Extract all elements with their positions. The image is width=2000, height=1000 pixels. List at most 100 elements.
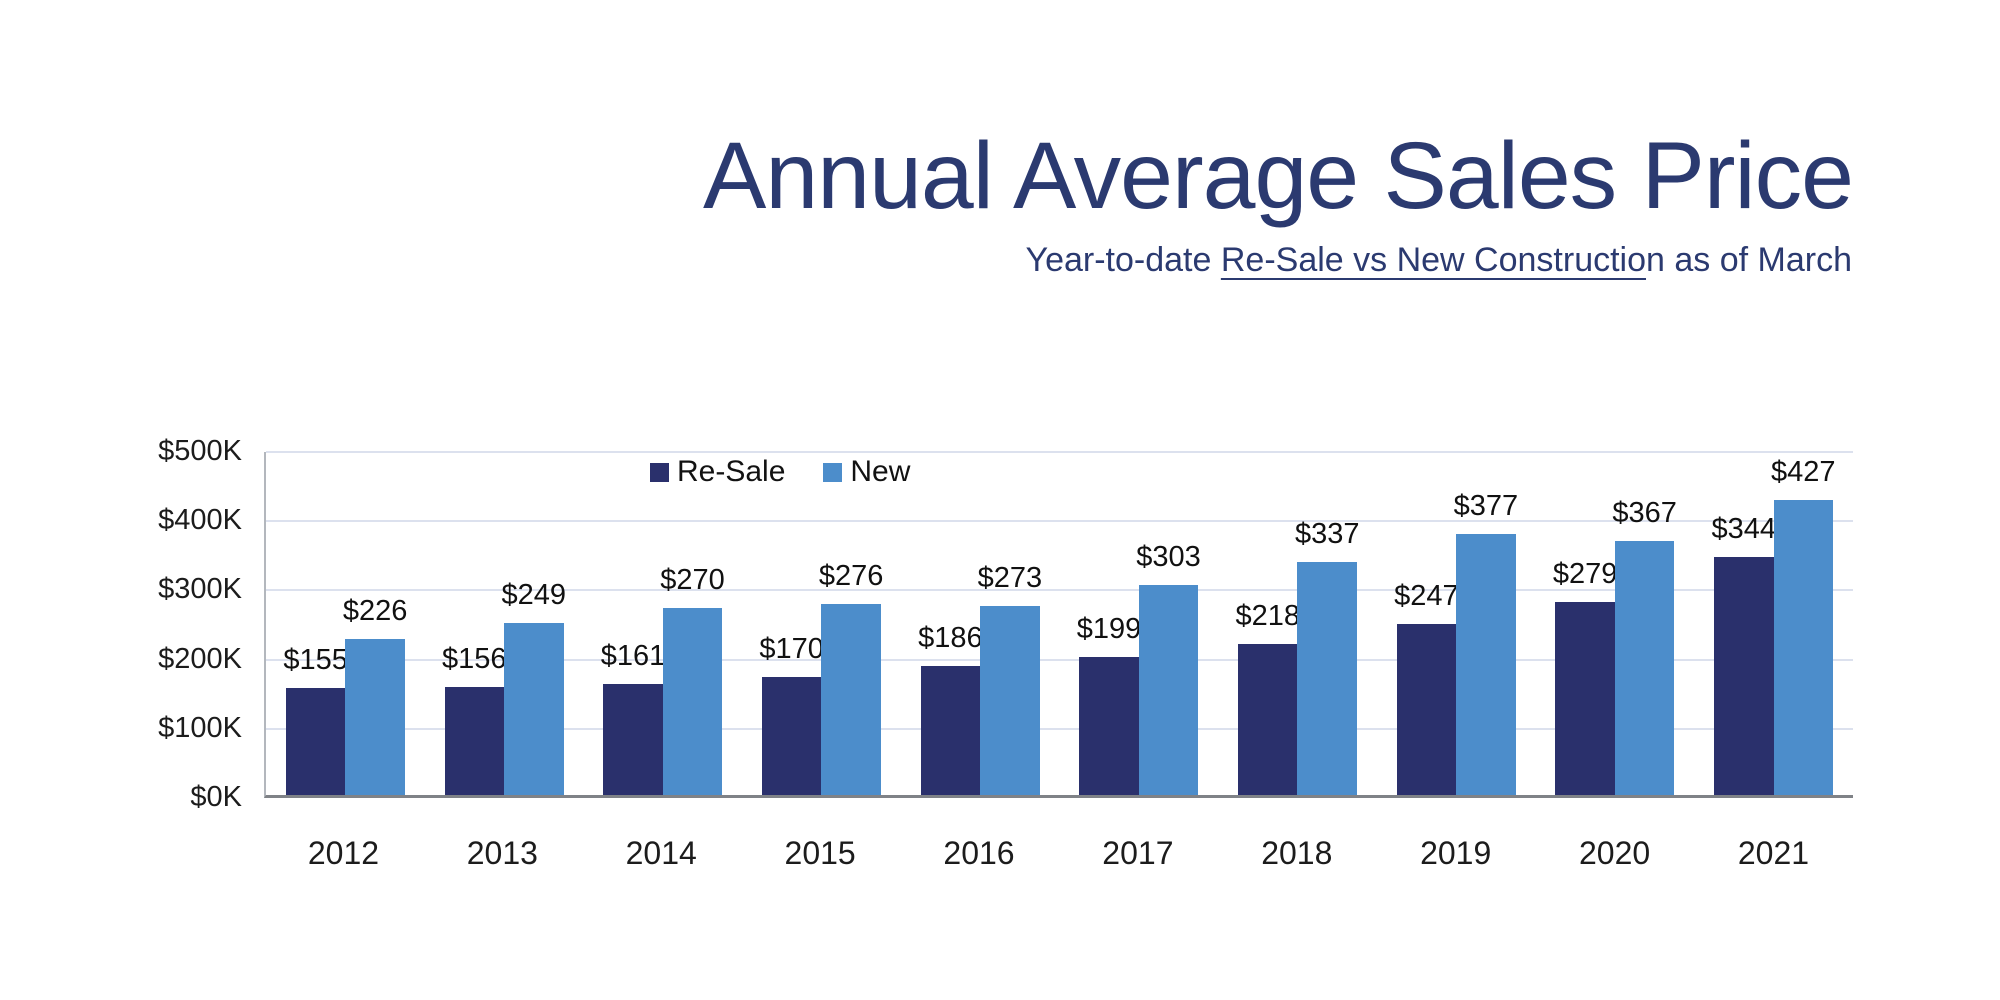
bar-group-2012: $155 $226 — [283, 452, 408, 795]
new-bar-2013 — [504, 622, 564, 795]
new-bar-2012 — [345, 638, 405, 795]
subtitle-suffix: n as of March — [1646, 241, 1852, 279]
page-subtitle: Year-to-date Re-Sale vs New Construction… — [1026, 241, 1852, 280]
bar-column: $344 — [1711, 452, 1777, 795]
bar-column: $303 — [1136, 452, 1201, 795]
gridline — [266, 451, 1853, 453]
x-axis-tick-label: 2013 — [466, 835, 538, 871]
bar-value-label: $186 — [918, 622, 983, 655]
y-axis-tick-label: $500K — [158, 435, 242, 467]
bar-group-2017: $199 $303 — [1076, 452, 1201, 795]
x-axis-tick-label: 2017 — [1102, 835, 1174, 871]
bar-value-label: $427 — [1771, 455, 1836, 488]
bar-group-2013: $156 $249 — [442, 452, 566, 795]
bar-value-label: $155 — [283, 643, 348, 676]
legend-label: Re-Sale — [677, 455, 786, 488]
gridline — [266, 589, 1853, 592]
bar-column: $367 — [1612, 452, 1677, 795]
bar-group-2018: $218 $337 — [1235, 452, 1360, 795]
new-bar-2014 — [662, 608, 723, 795]
bar-value-label: $161 — [600, 639, 666, 672]
bar-value-label: $273 — [977, 562, 1043, 595]
bar-value-label: $377 — [1453, 490, 1519, 523]
re-sale-bar-2017 — [1079, 657, 1139, 795]
bar-value-label: $156 — [442, 643, 507, 675]
y-axis-tick-label: $400K — [158, 504, 242, 537]
bar-value-label: $276 — [818, 560, 884, 592]
gridline — [266, 520, 1853, 523]
bar-column: $427 — [1771, 452, 1836, 795]
bar-group-2020: $279 $367 — [1553, 452, 1677, 795]
bar-column: $186 — [918, 452, 983, 795]
bar-group-2021: $344 $427 — [1711, 452, 1836, 795]
x-axis: 2012 2013 2014 2015 2016 2017 2018 2019 2020 2021 — [264, 835, 1853, 872]
legend: Re-Sale New — [650, 455, 948, 489]
bar-column: $247 — [1394, 452, 1459, 795]
bar-column: $279 — [1553, 452, 1617, 795]
bar-value-label: $367 — [1612, 497, 1677, 529]
bar-value-label: $226 — [342, 594, 408, 627]
bar-column: $155 — [283, 452, 348, 795]
x-axis-tick-label: 2018 — [1261, 835, 1333, 871]
x-axis-tick-label: 2021 — [1737, 835, 1810, 871]
bars-layer: $155 $226 $156 $249 $161 $270 $170 $276 $186 $273… — [266, 452, 1853, 795]
bar-value-label: $199 — [1076, 613, 1142, 646]
re-sale-bar-2013 — [444, 687, 505, 795]
y-axis-tick-label: $300K — [158, 573, 242, 606]
bar-column: $218 — [1235, 452, 1300, 795]
gridline — [266, 727, 1853, 730]
bar-column: $337 — [1294, 452, 1360, 795]
bar-column: $249 — [502, 452, 566, 795]
bar-group-2019: $247 $377 — [1394, 452, 1519, 795]
bar-value-label: $303 — [1136, 541, 1201, 574]
bar-column: $161 — [600, 452, 666, 795]
new-bar-2017 — [1138, 585, 1199, 795]
bar-column: $276 — [818, 452, 884, 795]
re-sale-bar-2012 — [285, 687, 346, 795]
bar-value-label: $247 — [1394, 580, 1459, 613]
re-sale-bar-2018 — [1237, 644, 1298, 795]
bar-value-label: $270 — [660, 564, 725, 597]
legend-swatch-icon — [823, 462, 843, 482]
re-sale-bar-2021 — [1714, 557, 1774, 795]
bar-group-2014: $161 $270 — [600, 452, 725, 795]
re-sale-bar-2019 — [1396, 624, 1457, 795]
legend-swatch-icon — [650, 462, 669, 482]
re-sale-bar-2020 — [1555, 601, 1615, 795]
x-axis-tick-label: 2016 — [943, 835, 1015, 871]
bar-column: $377 — [1453, 452, 1519, 795]
re-sale-bar-2016 — [920, 666, 981, 795]
gridline — [266, 658, 1853, 661]
bar-group-2016: $186 $273 — [918, 452, 1043, 795]
legend-item-re-sale: Re-Sale — [650, 455, 785, 489]
bar-value-label: $337 — [1294, 517, 1360, 550]
bar-column: $199 — [1076, 452, 1142, 795]
new-bar-2019 — [1456, 534, 1516, 795]
bar-column: $270 — [660, 452, 725, 795]
x-axis-tick-label: 2019 — [1420, 835, 1492, 871]
x-axis-tick-label: 2014 — [625, 835, 697, 871]
subtitle-underlined-text: Re-Sale vs New Constructio — [1220, 241, 1647, 279]
y-axis-tick-label: $200K — [158, 642, 242, 675]
x-axis-tick-label: 2012 — [307, 835, 380, 871]
bar-value-label: $170 — [759, 633, 824, 666]
re-sale-bar-2015 — [761, 677, 822, 795]
subtitle-prefix: Year-to-date — [1025, 241, 1221, 279]
new-bar-2020 — [1614, 541, 1675, 795]
bar-value-label: $344 — [1711, 513, 1777, 545]
bar-group-2015: $170 $276 — [759, 452, 884, 795]
plot-area: $155 $226 $156 $249 $161 $270 $170 $276 $186 $273… — [264, 451, 1853, 798]
new-bar-2016 — [980, 606, 1040, 795]
legend-item-new: New — [823, 455, 910, 489]
new-bar-2021 — [1773, 499, 1834, 795]
new-bar-2018 — [1297, 561, 1357, 795]
page-title: Annual Average Sales Price — [703, 123, 1854, 229]
y-axis-tick-label: $100K — [158, 711, 242, 744]
re-sale-bar-2014 — [603, 683, 663, 795]
y-axis-tick-label: $0K — [190, 781, 242, 813]
new-bar-2015 — [821, 604, 881, 795]
x-axis-tick-label: 2020 — [1578, 835, 1651, 871]
bar-value-label: $218 — [1235, 600, 1300, 633]
legend-label: New — [850, 455, 911, 488]
